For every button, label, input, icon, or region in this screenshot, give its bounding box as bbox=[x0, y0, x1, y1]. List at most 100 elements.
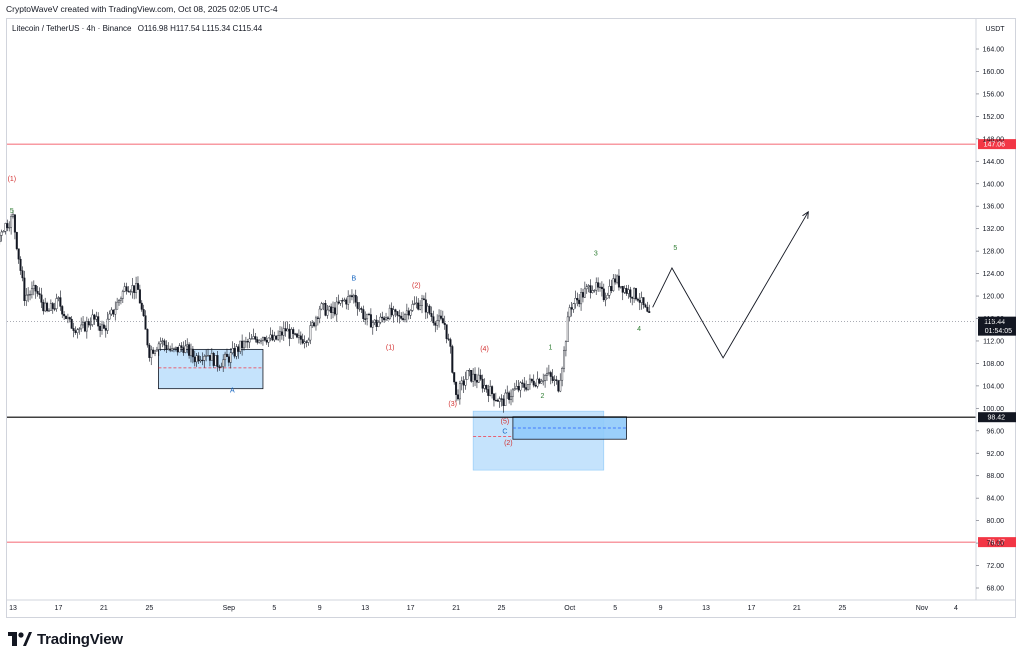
candle-body bbox=[534, 384, 537, 387]
candle-body bbox=[612, 278, 615, 291]
wave-label: 5 bbox=[673, 245, 677, 252]
candle-body bbox=[424, 299, 427, 313]
x-tick-label: 13 bbox=[9, 605, 17, 612]
y-tick-label: 164.00 bbox=[983, 47, 1005, 54]
y-tick-label: 136.00 bbox=[983, 204, 1005, 211]
candle-body bbox=[222, 359, 225, 367]
candle-body bbox=[591, 290, 594, 293]
candle-body bbox=[438, 315, 441, 321]
candle-body bbox=[347, 296, 350, 305]
candle-body bbox=[4, 223, 7, 232]
candle-body bbox=[409, 310, 412, 316]
candle-body bbox=[623, 288, 626, 293]
candle-body bbox=[545, 373, 548, 376]
wave-label: 3 bbox=[594, 251, 598, 258]
candle-body bbox=[500, 398, 503, 400]
open-value: 116.98 bbox=[143, 24, 168, 33]
y-tick-label: 88.00 bbox=[986, 473, 1004, 480]
x-tick-label: 25 bbox=[145, 605, 153, 612]
candle-body bbox=[496, 400, 499, 402]
y-tick-label: 92.00 bbox=[986, 451, 1004, 458]
tradingview-logo[interactable]: TradingView bbox=[8, 629, 123, 649]
candle-body bbox=[85, 321, 88, 332]
x-tick-label: 9 bbox=[659, 605, 663, 612]
y-tick-label: 140.00 bbox=[983, 181, 1005, 188]
x-tick-label: 25 bbox=[838, 605, 846, 612]
candle-body bbox=[256, 339, 259, 343]
candle-body bbox=[530, 378, 533, 382]
candle-body bbox=[621, 285, 624, 293]
y-tick-label: 100.00 bbox=[983, 406, 1005, 413]
level-tag-text: 98.42 bbox=[987, 415, 1005, 422]
candle-body bbox=[519, 382, 522, 391]
wave-label: (2) bbox=[504, 440, 513, 447]
candle-body bbox=[313, 322, 316, 327]
candle-body bbox=[78, 328, 81, 330]
candle-body bbox=[371, 322, 374, 328]
candle-body bbox=[439, 315, 442, 319]
candle-body bbox=[489, 386, 492, 396]
candle-body bbox=[570, 307, 573, 310]
candle-body bbox=[188, 344, 191, 356]
candle-body bbox=[456, 394, 459, 400]
time-axis: 5913172125Sep5913172125Oct5913172125Nov4 bbox=[6, 599, 1016, 612]
x-tick-label: 9 bbox=[318, 605, 322, 612]
wave-labels: (1) 5 A B (2) (1) (4) (3) (5) C (2) 1 2 3 4 5 bbox=[8, 176, 678, 447]
candle-body bbox=[6, 223, 9, 229]
candle-body bbox=[30, 288, 33, 295]
candle-body bbox=[532, 380, 535, 386]
candle-body bbox=[474, 373, 477, 381]
x-tick-label: Sep bbox=[223, 605, 236, 612]
candle-body bbox=[426, 305, 429, 313]
candle-body bbox=[561, 368, 564, 381]
wave-label: 5 bbox=[10, 208, 14, 215]
candle-body bbox=[40, 294, 43, 303]
candle-body bbox=[161, 340, 164, 342]
candle-body bbox=[314, 317, 317, 327]
candle-body bbox=[528, 378, 531, 385]
candle-body bbox=[341, 300, 344, 302]
candle-body bbox=[25, 294, 28, 301]
candle-body bbox=[231, 348, 234, 353]
candle-body bbox=[360, 308, 363, 310]
projection-line[interactable] bbox=[652, 211, 809, 359]
candle-body bbox=[140, 302, 143, 310]
last-price-text: 115.44 bbox=[984, 319, 1005, 326]
candle-body bbox=[443, 322, 446, 325]
candle-body bbox=[428, 305, 431, 314]
candle-body bbox=[220, 366, 223, 368]
candle-body bbox=[38, 293, 41, 296]
candle-body bbox=[614, 278, 617, 283]
x-tick-label: Nov bbox=[916, 605, 929, 612]
wave-label: (1) bbox=[8, 176, 17, 183]
candle-body bbox=[525, 387, 528, 390]
y-tick-label: 156.00 bbox=[983, 91, 1005, 98]
symbol-name[interactable]: Litecoin / TetherUS · 4h · Binance bbox=[12, 24, 132, 33]
candle-body bbox=[100, 324, 103, 331]
chart-frame[interactable] bbox=[6, 18, 1016, 618]
candle-body bbox=[265, 340, 268, 343]
x-tick-label: Oct bbox=[564, 605, 575, 612]
candle-body bbox=[318, 308, 321, 319]
candle-body bbox=[390, 307, 393, 316]
candle-body bbox=[441, 318, 444, 324]
candle-body bbox=[123, 286, 126, 292]
candle-body bbox=[250, 338, 253, 340]
tradingview-logo-text: TradingView bbox=[37, 630, 123, 648]
candle-body bbox=[203, 356, 206, 361]
candle-body bbox=[449, 339, 452, 347]
candle-body bbox=[241, 340, 244, 349]
candle-body bbox=[248, 338, 251, 343]
candle-body bbox=[186, 344, 189, 347]
candle-body bbox=[593, 289, 596, 292]
candle-body bbox=[506, 392, 509, 394]
candle-body bbox=[273, 335, 276, 341]
candle-body bbox=[617, 275, 620, 288]
candle-body bbox=[263, 337, 266, 341]
candle-body bbox=[53, 308, 56, 310]
candle-body bbox=[343, 299, 346, 301]
candle-body bbox=[155, 349, 158, 352]
candle-body bbox=[32, 285, 35, 289]
y-tick-label: 128.00 bbox=[983, 249, 1005, 256]
